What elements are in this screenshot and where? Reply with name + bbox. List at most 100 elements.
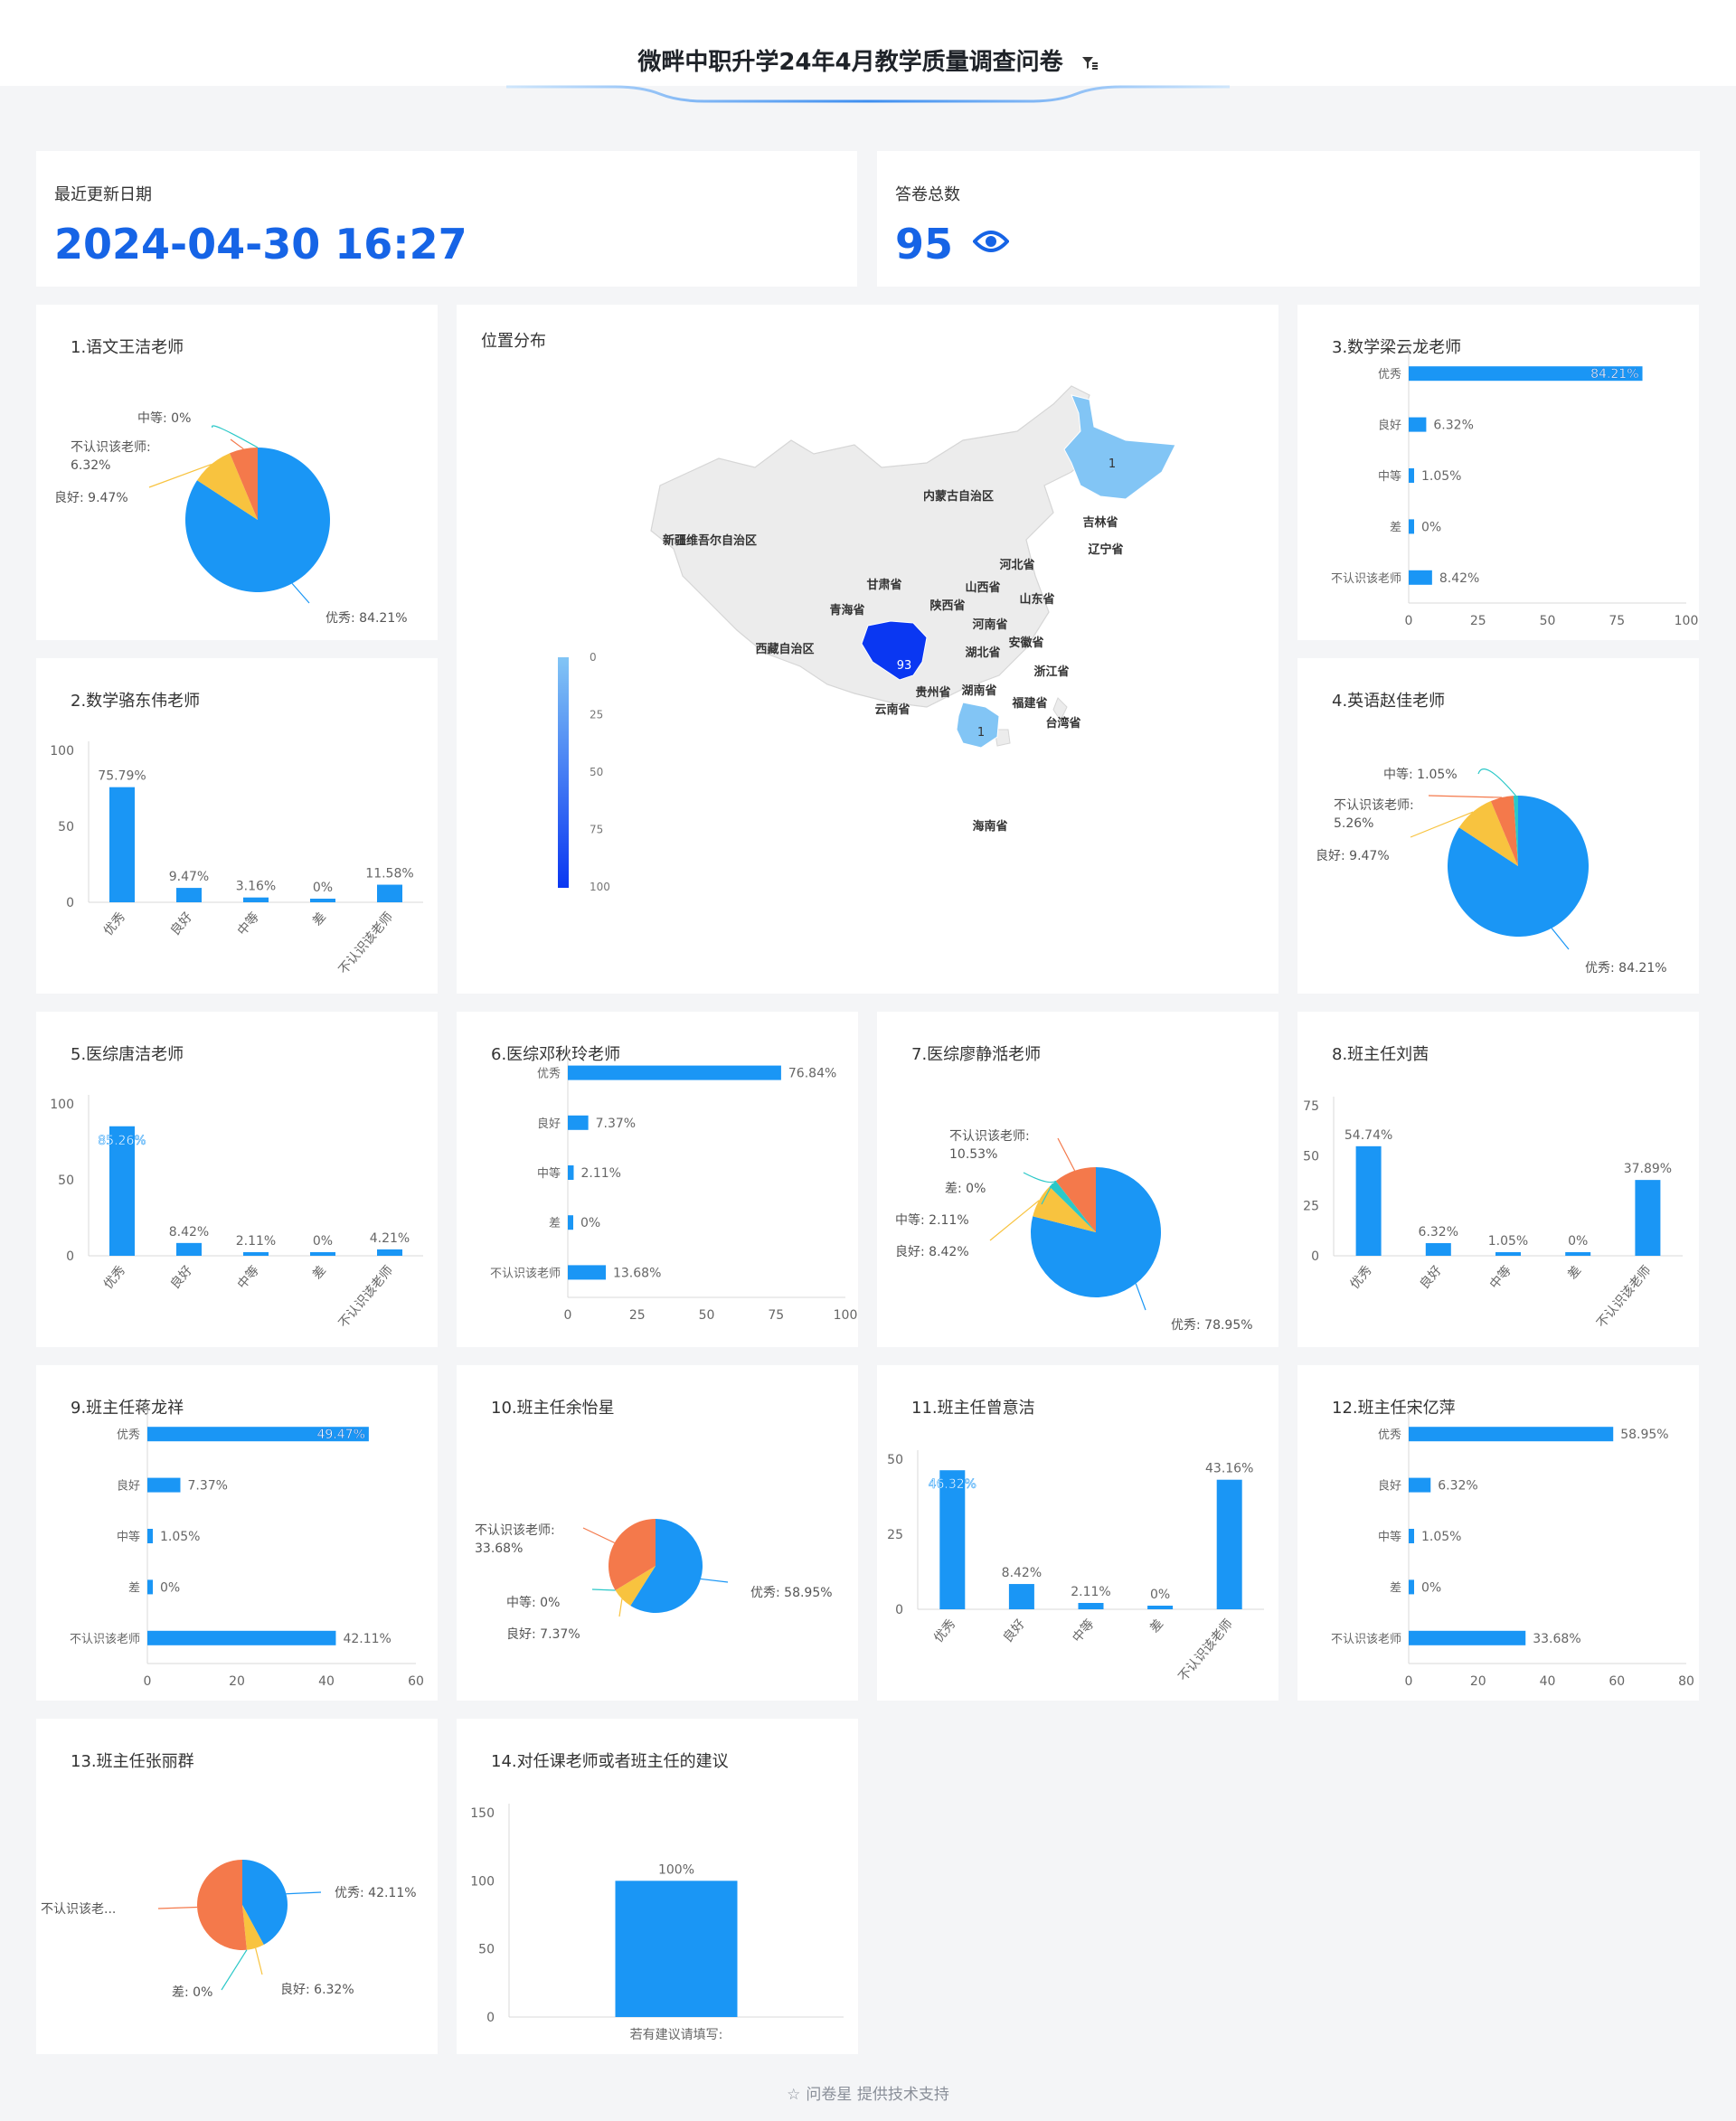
bar [1409, 1427, 1614, 1442]
data-label: 13.68% [613, 1266, 661, 1280]
map-legend-tick: 0 [590, 651, 597, 664]
y-tick-label: 良好 [117, 1479, 140, 1494]
chart-title: 6.医综邓秋玲老师 [491, 1045, 621, 1064]
data-label: 0% [313, 1234, 333, 1249]
slice-label: 差: 0% [945, 1182, 986, 1196]
x-tick-label: 优秀 [101, 910, 128, 938]
data-label: 54.74% [1344, 1128, 1392, 1143]
data-label: 42.11% [343, 1632, 391, 1646]
bar [615, 1881, 738, 2017]
data-label: 43.16% [1205, 1462, 1253, 1476]
data-label: 6.32% [1438, 1479, 1477, 1494]
chart-title: 13.班主任张丽群 [71, 1752, 194, 1771]
bar [1565, 1252, 1591, 1256]
pie-chart: 优秀: 58.95% 良好: 7.37% 中等: 0% 不认识该老师: 33.68% [475, 1519, 833, 1642]
bar [1409, 1477, 1431, 1493]
y-tick-label: 优秀 [1378, 368, 1401, 382]
x-tick-label: 优秀 [101, 1263, 128, 1292]
page-title: 微畔中职升学24年4月教学质量调查问卷 [0, 43, 1736, 77]
pie-slice [197, 453, 258, 520]
slice-label: 不认识该老师: [475, 1523, 555, 1538]
province-label: 陕西省 [929, 599, 965, 613]
footer-text: 问卷星 提供技术支持 [806, 2086, 949, 2104]
slice-label: 优秀: 42.11% [335, 1886, 417, 1900]
x-tick-label: 良好 [1001, 1617, 1028, 1645]
leader-line [255, 1947, 263, 1975]
chart-card-14: 14.对任课老师或者班主任的建议 150 100 50 0 100% 若有建议请填写: [457, 1719, 858, 2054]
slice-label: 不认识该老师: [1334, 798, 1414, 813]
province-label: 甘肃省 [866, 578, 901, 592]
leader-line [1023, 1172, 1057, 1183]
data-label: 0% [313, 881, 333, 895]
leader-line [582, 1527, 615, 1544]
x-tick-label: 60 [1609, 1674, 1625, 1689]
x-tick-label: 20 [1470, 1674, 1486, 1689]
y-tick-label: 0 [66, 896, 74, 910]
bar [1495, 1252, 1521, 1256]
chart-card-5: 5.医综唐洁老师 100 50 0 85.26% 优秀 8.42% 良好 2.11% 中等 0% 差… [36, 1012, 438, 1347]
chart-title: 5.医综唐洁老师 [71, 1045, 184, 1064]
bar-chart: 100 50 0 85.26% 优秀 8.42% 良好 2.11% 中等 0% 差 4.21% 不认识该… [50, 1095, 423, 1331]
chart-card-8: 8.班主任刘茜 75 50 25 0 54.74% 优秀 6.32% 良好 1.05% 中等 0% 差… [1297, 1012, 1699, 1347]
response-count-label: 答卷总数 [895, 185, 960, 204]
footer: ☆ 问卷星 提供技术支持 [0, 2081, 1736, 2104]
bar [568, 1215, 573, 1230]
slice-label: 良好: 8.42% [895, 1245, 969, 1259]
pie-slice [242, 1860, 288, 1945]
region-value: 1 [977, 726, 985, 740]
region-guangdong [956, 702, 1000, 749]
slice-label: 良好: 9.47% [54, 491, 128, 505]
slice-label: 5.26% [1334, 816, 1373, 831]
data-label: 75.79% [98, 769, 146, 784]
filter-icon[interactable] [1080, 52, 1099, 74]
bar [1409, 570, 1432, 585]
bar [1216, 1479, 1242, 1609]
data-label: 100% [658, 1862, 694, 1877]
bar [1355, 1145, 1382, 1256]
chart-card-11: 11.班主任曾意洁 50 25 0 46.32% 优秀 8.42% 良好 2.11% 中等 0% 差… [877, 1365, 1278, 1701]
province-label: 安徽省 [1008, 636, 1043, 650]
map-island-taiwan [1052, 697, 1068, 722]
data-label: 6.32% [1419, 1225, 1458, 1240]
y-tick-label: 良好 [537, 1117, 561, 1131]
x-tick-label: 差 [310, 910, 329, 929]
eye-icon[interactable] [972, 228, 1010, 255]
chart-title: 2.数学骆东伟老师 [71, 692, 201, 711]
pie-slice [1055, 1167, 1096, 1232]
data-label: 2.11% [236, 1234, 276, 1249]
y-tick-label: 差 [1390, 1581, 1401, 1595]
x-tick-label: 中等 [234, 910, 262, 938]
province-label: 福建省 [1011, 696, 1047, 711]
leader-line [1135, 1283, 1146, 1311]
data-label: 3.16% [236, 880, 276, 894]
y-tick-label: 50 [887, 1453, 903, 1467]
pie-slice [230, 448, 258, 520]
bar [1147, 1606, 1174, 1609]
y-tick-label: 中等 [1378, 469, 1401, 484]
pie-chart: 优秀: 78.95% 良好: 8.42% 中等: 2.11% 差: 0% 不认识该老师:… [895, 1129, 1253, 1333]
y-tick-label: 不认识该老师 [490, 1267, 561, 1280]
hbar-chart: 0 25 50 75 100 优秀 84.21% 良好 6.32% 中等 1.05% 差 0% 不认识该老… [1331, 348, 1698, 628]
y-tick-label: 100 [470, 1874, 495, 1889]
x-tick-label: 20 [229, 1674, 245, 1689]
bar [1008, 1584, 1034, 1609]
data-label: 58.95% [1620, 1428, 1668, 1442]
x-tick-label: 不认识该老师 [336, 910, 396, 977]
x-tick-label: 不认识该老师 [1176, 1617, 1236, 1684]
pie-slice [1033, 1186, 1096, 1232]
chart-card-13: 13.班主任张丽群 优秀: 42.11% 良好: 6.32% 差: 0% 不认识该老.… [36, 1719, 438, 2054]
x-tick-label: 0 [1405, 614, 1413, 628]
region-value: 93 [897, 659, 912, 673]
data-label: 2.11% [1071, 1585, 1110, 1599]
leader-line [1410, 811, 1474, 838]
slice-label: 优秀: 84.21% [1585, 961, 1667, 976]
data-label: 8.42% [169, 1225, 209, 1240]
province-label: 新疆维吾尔自治区 [663, 533, 757, 548]
leader-line [148, 463, 212, 488]
data-label: 46.32% [929, 1477, 976, 1492]
leader-line [591, 1588, 616, 1591]
x-tick-label: 25 [1470, 614, 1486, 628]
y-tick-label: 中等 [1378, 1530, 1401, 1544]
data-label: 49.47% [316, 1428, 364, 1442]
x-tick-label: 80 [1678, 1674, 1694, 1689]
